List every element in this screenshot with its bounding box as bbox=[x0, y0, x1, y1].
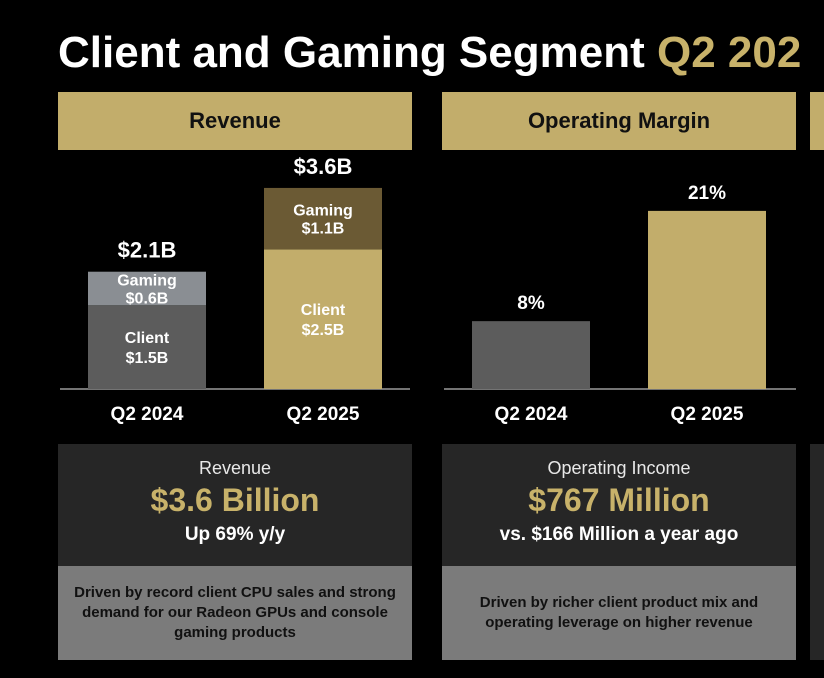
income-kpi-box: Operating Income $767 Million vs. $166 M… bbox=[442, 444, 796, 566]
title-main: Client and Gaming Segment bbox=[58, 28, 645, 77]
revenue-x-tick-2: Q2 2025 bbox=[287, 404, 360, 425]
margin-bar-1 bbox=[472, 321, 590, 389]
offscreen-panel-body bbox=[810, 444, 824, 660]
revenue-note: Driven by record client CPU sales and st… bbox=[58, 566, 412, 660]
income-note: Driven by richer client product mix and … bbox=[442, 566, 796, 660]
revenue-total-label-1: $2.1B bbox=[118, 238, 177, 263]
revenue-bar-gaming-1 bbox=[88, 271, 206, 306]
margin-bar-2 bbox=[648, 210, 766, 389]
revenue-client-value-2: $2.5B bbox=[302, 322, 345, 339]
revenue-total-label-2: $3.6B bbox=[294, 154, 353, 179]
revenue-client-name-2: Client bbox=[301, 302, 346, 319]
revenue-kpi-label: Revenue bbox=[198, 458, 272, 478]
revenue-bar-client-2 bbox=[264, 249, 382, 389]
margin-value-label-2: 21% bbox=[688, 183, 726, 204]
margin-x-tick-1: Q2 2024 bbox=[495, 404, 568, 425]
revenue-x-tick-1: Q2 2024 bbox=[111, 404, 184, 425]
revenue-kpi-value: $3.6 Billion bbox=[150, 482, 320, 518]
title-accent: Q2 202 bbox=[656, 28, 802, 77]
revenue-header: Revenue bbox=[58, 92, 412, 150]
revenue-gaming-name-1: Gaming bbox=[117, 272, 177, 289]
revenue-kpi-box: Revenue $3.6 Billion Up 69% y/y bbox=[58, 444, 412, 566]
income-kpi-value: $767 Million bbox=[528, 482, 710, 518]
operating-margin-header: Operating Margin bbox=[442, 92, 796, 150]
revenue-gaming-value-2: $1.1B bbox=[302, 221, 345, 238]
revenue-gaming-name-2: Gaming bbox=[293, 203, 353, 220]
revenue-gaming-value-1: $0.6B bbox=[126, 290, 169, 307]
offscreen-panel-header bbox=[810, 92, 824, 150]
income-kpi-sub: vs. $166 Million a year ago bbox=[499, 524, 739, 545]
margin-x-tick-2: Q2 2025 bbox=[671, 404, 744, 425]
income-kpi-label: Operating Income bbox=[547, 458, 691, 478]
revenue-client-value-1: $1.5B bbox=[126, 350, 169, 367]
revenue-client-name-1: Client bbox=[125, 330, 170, 347]
page-title: Client and Gaming Segment Q2 202 bbox=[58, 28, 801, 78]
revenue-bar-client-1 bbox=[88, 305, 206, 389]
margin-value-label-1: 8% bbox=[517, 293, 545, 314]
revenue-bar-gaming-2 bbox=[264, 187, 382, 250]
revenue-kpi-sub: Up 69% y/y bbox=[184, 524, 286, 545]
